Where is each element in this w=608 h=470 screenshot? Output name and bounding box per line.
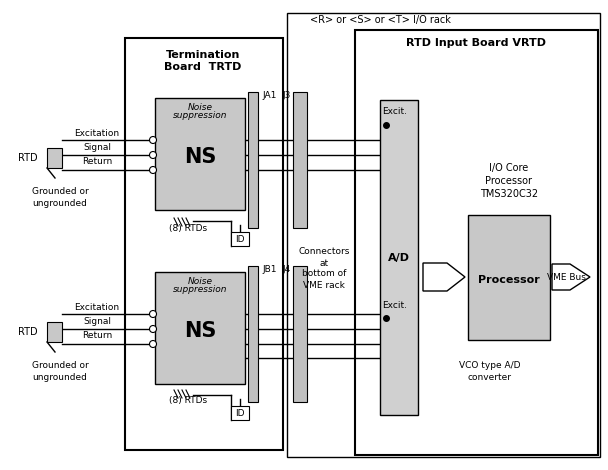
Text: Processor: Processor (478, 275, 540, 285)
Text: Excitation: Excitation (74, 303, 120, 312)
Text: bottom of: bottom of (302, 269, 346, 279)
Text: Return: Return (82, 330, 112, 339)
Text: VME rack: VME rack (303, 281, 345, 290)
Text: NS: NS (184, 321, 216, 341)
Bar (231, 406, 249, 420)
Bar (355, 30, 598, 455)
Bar (155, 98, 245, 210)
Text: Excit.: Excit. (382, 108, 407, 117)
FancyArrow shape (423, 263, 465, 291)
Circle shape (150, 311, 156, 318)
Text: Grounded or: Grounded or (32, 188, 88, 196)
Text: ungrounded: ungrounded (33, 374, 88, 383)
Text: VME Bus: VME Bus (547, 273, 586, 282)
Bar (231, 232, 249, 246)
Text: JA1: JA1 (262, 92, 277, 101)
Bar (468, 215, 550, 340)
Text: Signal: Signal (83, 318, 111, 327)
Text: VCO type A/D: VCO type A/D (459, 360, 520, 369)
Bar (248, 266, 258, 402)
Text: ID: ID (235, 408, 245, 417)
Text: Processor: Processor (486, 176, 533, 186)
Text: at: at (319, 258, 328, 267)
Circle shape (150, 340, 156, 347)
Text: I/O Core: I/O Core (489, 163, 528, 173)
Text: RTD Input Board VRTD: RTD Input Board VRTD (406, 38, 546, 48)
Bar (287, 13, 600, 457)
Circle shape (150, 326, 156, 332)
Text: Noise: Noise (187, 276, 213, 285)
Text: Board  TRTD: Board TRTD (164, 62, 242, 72)
Text: ungrounded: ungrounded (33, 199, 88, 209)
Text: Grounded or: Grounded or (32, 361, 88, 370)
Text: <R> or <S> or <T> I/O rack: <R> or <S> or <T> I/O rack (310, 15, 451, 25)
Bar (155, 272, 245, 384)
Text: (8) RTDs: (8) RTDs (169, 395, 207, 405)
Text: NS: NS (184, 147, 216, 167)
Text: converter: converter (468, 373, 512, 382)
Text: (8) RTDs: (8) RTDs (169, 224, 207, 233)
Text: A/D: A/D (388, 253, 410, 263)
Text: Signal: Signal (83, 143, 111, 152)
Text: Termination: Termination (166, 50, 240, 60)
Text: Return: Return (82, 157, 112, 165)
Bar (47, 148, 62, 168)
Bar (47, 322, 62, 342)
Text: ID: ID (235, 235, 245, 243)
Text: J3: J3 (283, 92, 291, 101)
Text: Excitation: Excitation (74, 128, 120, 138)
Bar (125, 38, 283, 450)
Text: suppression: suppression (173, 111, 227, 120)
Text: JB1: JB1 (262, 266, 277, 274)
Circle shape (150, 136, 156, 143)
Bar (293, 92, 307, 228)
Text: Noise: Noise (187, 102, 213, 111)
Text: Connectors: Connectors (299, 248, 350, 257)
Bar (248, 92, 258, 228)
Text: J4: J4 (283, 266, 291, 274)
Text: Excit.: Excit. (382, 300, 407, 310)
FancyArrow shape (552, 264, 590, 290)
Text: suppression: suppression (173, 285, 227, 295)
Bar (293, 266, 307, 402)
Text: RTD: RTD (18, 153, 38, 163)
Bar (380, 100, 418, 415)
Circle shape (150, 166, 156, 173)
Circle shape (150, 151, 156, 158)
Text: RTD: RTD (18, 327, 38, 337)
Text: TMS320C32: TMS320C32 (480, 189, 538, 199)
